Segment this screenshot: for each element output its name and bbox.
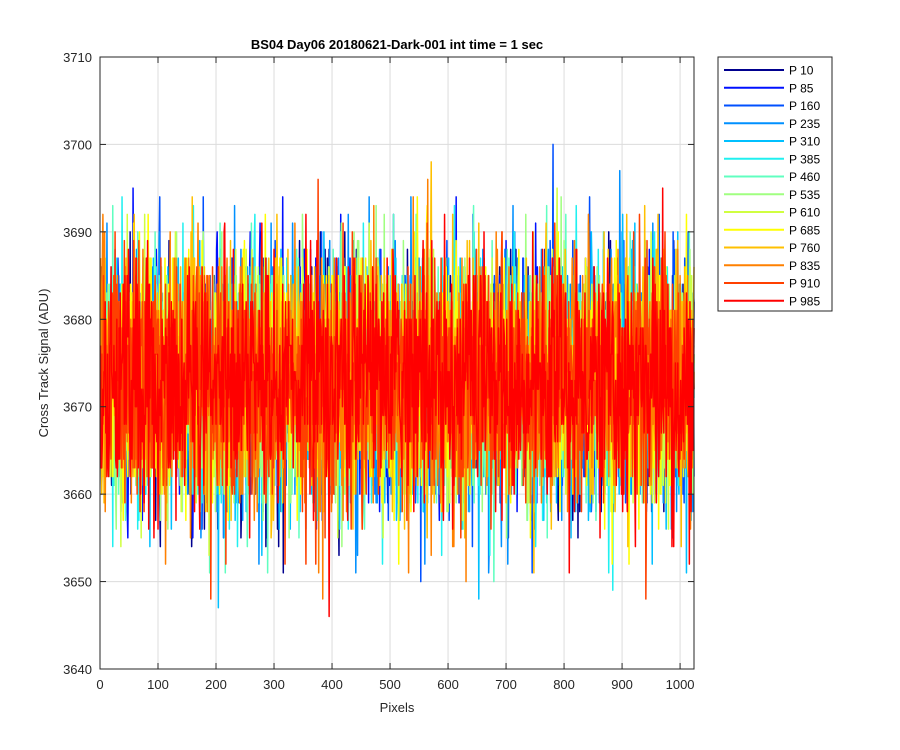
x-tick-label: 500 bbox=[379, 677, 401, 692]
legend-label: P 310 bbox=[789, 135, 820, 149]
legend-label: P 535 bbox=[789, 188, 820, 202]
legend-label: P 85 bbox=[789, 81, 814, 95]
y-tick-label: 3680 bbox=[63, 312, 92, 327]
legend-label: P 985 bbox=[789, 294, 820, 308]
y-tick-label: 3670 bbox=[63, 400, 92, 415]
y-tick-label: 3700 bbox=[63, 137, 92, 152]
legend-label: P 235 bbox=[789, 117, 820, 131]
x-tick-label: 0 bbox=[96, 677, 103, 692]
x-tick-label: 400 bbox=[321, 677, 343, 692]
legend-label: P 160 bbox=[789, 99, 820, 113]
legend-label: P 835 bbox=[789, 259, 820, 273]
legend-label: P 610 bbox=[789, 206, 820, 220]
series-line-p910 bbox=[99, 178, 695, 600]
x-tick-label: 300 bbox=[263, 677, 285, 692]
legend-label: P 685 bbox=[789, 223, 820, 237]
x-tick-label: 900 bbox=[611, 677, 633, 692]
x-tick-label: 700 bbox=[495, 677, 517, 692]
x-tick-label: 1000 bbox=[666, 677, 695, 692]
x-tick-label: 800 bbox=[553, 677, 575, 692]
legend-label: P 10 bbox=[789, 64, 814, 78]
legend-label: P 385 bbox=[789, 152, 820, 166]
y-tick-label: 3660 bbox=[63, 487, 92, 502]
axis-ticks: 0 100 200 300 400 500 600 700 800 900 1000 3640 3650… bbox=[63, 50, 694, 692]
y-axis-label: Cross Track Signal (ADU) bbox=[36, 289, 51, 438]
y-tick-label: 3650 bbox=[63, 575, 92, 590]
y-tick-label: 3690 bbox=[63, 225, 92, 240]
y-tick-label: 3710 bbox=[63, 50, 92, 65]
legend: P 10 P 85 P 160 P 235 P 310 P 385 P 460 P 535 P … bbox=[717, 56, 833, 312]
series-line-p985 bbox=[99, 187, 695, 618]
legend-label: P 460 bbox=[789, 170, 820, 184]
legend-label: P 910 bbox=[789, 277, 820, 291]
legend-label: P 760 bbox=[789, 241, 820, 255]
x-tick-label: 100 bbox=[147, 677, 169, 692]
chart-title: BS04 Day06 20180621-Dark-001 int time = … bbox=[251, 37, 543, 52]
x-axis-label: Pixels bbox=[380, 700, 415, 715]
x-tick-label: 200 bbox=[205, 677, 227, 692]
legend-box bbox=[717, 56, 833, 312]
x-tick-label: 600 bbox=[437, 677, 459, 692]
series-lines bbox=[99, 143, 695, 618]
plot-frame bbox=[99, 56, 695, 670]
y-tick-label: 3640 bbox=[63, 662, 92, 677]
